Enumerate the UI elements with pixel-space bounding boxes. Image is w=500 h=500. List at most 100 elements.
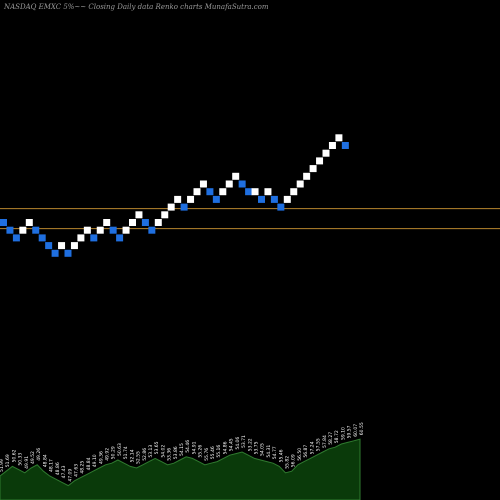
- renko-brick: [0, 219, 7, 226]
- renko-brick: [270, 195, 278, 203]
- renko-brick: [154, 219, 162, 226]
- renko-brick: [283, 195, 291, 203]
- renko-brick: [328, 142, 336, 149]
- volume-label: 60.07: [353, 424, 359, 437]
- renko-brick: [322, 149, 330, 157]
- volume-label: 49.26: [36, 448, 42, 461]
- volume-label: 57.84: [322, 435, 328, 448]
- renko-brick: [116, 234, 124, 242]
- renko-brick: [109, 226, 117, 234]
- renko-brick: [32, 226, 40, 234]
- renko-brick: [129, 219, 136, 226]
- renko-brick: [167, 203, 175, 211]
- volume-label: 54.06: [235, 437, 241, 450]
- volume-label: 54.91: [191, 441, 197, 454]
- volume-label: 47.43: [61, 465, 67, 478]
- volume-label: 54.45: [229, 438, 235, 451]
- volume-label: 54.05: [260, 443, 266, 456]
- volume-labels: 51.99 51.69 50.62 50.33 49.91 49.52 49.26 48.84…: [0, 422, 365, 481]
- volume-label: 56.50: [297, 448, 303, 461]
- renko-brick: [258, 195, 265, 203]
- renko-brick: [219, 188, 227, 196]
- volume-label: 55.26: [198, 445, 204, 458]
- volume-label: 55.46: [210, 446, 216, 459]
- volume-label: 53.36: [167, 448, 173, 461]
- renko-brick: [38, 234, 46, 242]
- volume-label: 49.91: [24, 456, 30, 469]
- renko-brick: [309, 165, 317, 173]
- volume-label: 53.71: [241, 435, 247, 448]
- volume-label: 54.46: [185, 440, 191, 453]
- volume-label: 49.10: [92, 454, 98, 467]
- volume-label: 56.87: [303, 445, 309, 458]
- volume-area-path: [0, 438, 361, 500]
- volume-label: 52.14: [129, 449, 135, 462]
- volume-label: 58.72: [334, 430, 340, 443]
- volume-label: 50.62: [11, 449, 17, 462]
- volume-label: 54.86: [222, 441, 228, 454]
- volume-label: 55.46: [278, 449, 284, 462]
- renko-brick: [96, 226, 104, 234]
- volume-label: 50.29: [111, 446, 117, 459]
- renko-brick: [296, 180, 304, 188]
- renko-brick: [264, 188, 272, 196]
- renko-brick: [174, 195, 182, 203]
- volume-label: 58.27: [328, 432, 334, 445]
- volume-label: 59.57: [347, 425, 353, 438]
- renko-brick: [290, 188, 298, 196]
- renko-brick: [303, 172, 311, 180]
- renko-brick: [245, 188, 253, 196]
- volume-label: 55.82: [285, 456, 291, 469]
- renko-brick: [58, 242, 66, 250]
- renko-brick: [225, 180, 233, 188]
- volume-label: 53.75: [253, 441, 259, 454]
- renko-brick: [238, 180, 246, 188]
- volume-label: 55.16: [216, 445, 222, 458]
- volume-label: 49.36: [98, 451, 104, 464]
- renko-brick: [83, 226, 91, 234]
- volume-label: 51.99: [0, 459, 5, 472]
- volume-label: 53.65: [154, 441, 160, 454]
- volume-label: 47.63: [73, 464, 79, 477]
- volume-label: 57.55: [316, 438, 322, 451]
- volume-label: 47.09: [67, 469, 73, 482]
- volume-label: 48.25: [80, 461, 86, 474]
- volume-label: 54.15: [179, 443, 185, 456]
- volume-area: [0, 438, 361, 500]
- volume-label: 54.77: [272, 446, 278, 459]
- renko-brick: [341, 142, 349, 149]
- reference-lines: [0, 208, 500, 230]
- volume-label: 53.22: [247, 438, 253, 451]
- renko-bricks: [0, 134, 349, 257]
- volume-label: 53.86: [173, 446, 179, 459]
- renko-brick: [277, 203, 285, 211]
- volume-label: 48.84: [86, 457, 92, 470]
- renko-brick: [193, 188, 201, 196]
- renko-brick: [45, 242, 53, 250]
- volume-label: 52.86: [142, 448, 148, 461]
- renko-brick: [77, 234, 85, 242]
- renko-brick: [103, 219, 111, 226]
- volume-label: 53.13: [148, 445, 154, 458]
- renko-brick: [251, 188, 259, 196]
- renko-brick: [206, 188, 214, 196]
- renko-brick: [141, 219, 149, 226]
- volume-label: 60.55: [359, 422, 365, 435]
- chart-title: NASDAQ EMXC 5%~~ Closing Daily data Renk…: [4, 3, 269, 11]
- volume-label: 50.63: [117, 443, 123, 456]
- volume-label: 50.33: [18, 453, 24, 466]
- renko-brick: [212, 195, 220, 203]
- renko-brick: [25, 219, 33, 226]
- volume-label: 48.86: [55, 462, 61, 475]
- renko-brick: [161, 211, 169, 219]
- volume-label: 49.92: [105, 448, 111, 461]
- volume-label: 51.74: [123, 446, 129, 459]
- volume-label: 49.52: [30, 451, 36, 464]
- renko-brick: [90, 234, 98, 242]
- volume-label: 55.76: [204, 448, 210, 461]
- renko-brick: [51, 249, 59, 257]
- renko-brick: [70, 242, 78, 250]
- renko-brick: [64, 249, 72, 257]
- volume-label: 56.09: [291, 454, 297, 467]
- volume-label: 48.17: [49, 459, 55, 472]
